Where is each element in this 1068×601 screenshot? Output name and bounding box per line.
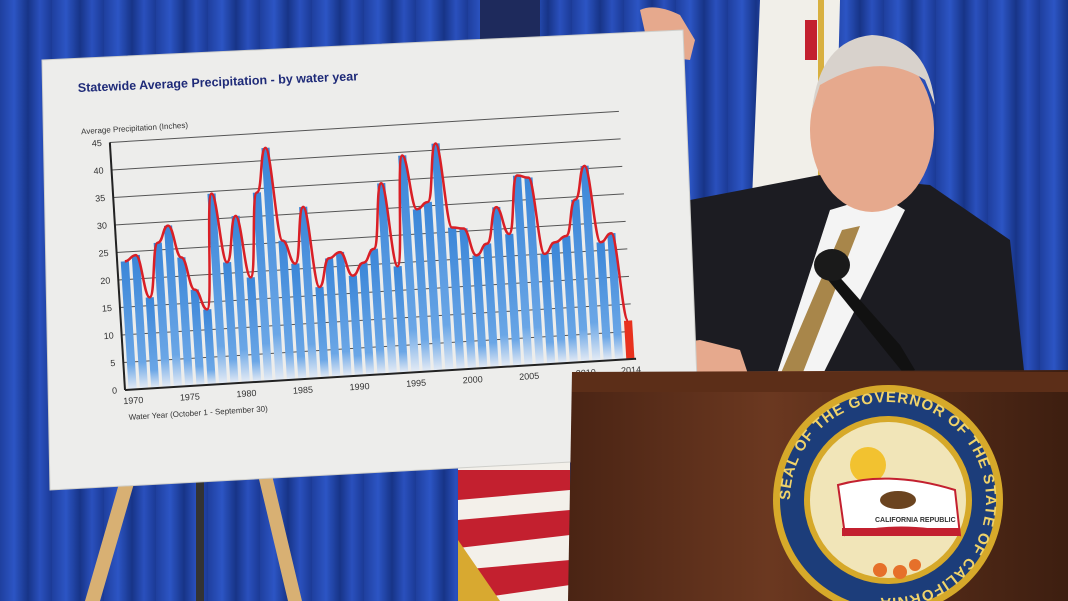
bar-1978 xyxy=(207,193,228,385)
bar-2004 xyxy=(505,233,522,367)
bar-1995 xyxy=(398,155,420,373)
bar-1987 xyxy=(315,286,330,379)
speaker xyxy=(640,7,1025,385)
bar-1981 xyxy=(246,277,262,383)
bar-1971 xyxy=(131,254,149,390)
gridline xyxy=(113,165,623,198)
bar-1986 xyxy=(299,206,318,379)
bar-2006 xyxy=(524,177,544,365)
bar-1989 xyxy=(335,251,352,377)
bar-1980 xyxy=(231,215,250,383)
gridline xyxy=(114,193,624,226)
y-tick-label: 0 xyxy=(112,385,118,395)
bar-1973 xyxy=(153,242,171,388)
gridline xyxy=(111,138,621,171)
bar-2002 xyxy=(483,243,499,368)
bar-1984 xyxy=(278,240,296,381)
bar-2005 xyxy=(512,175,533,366)
y-tick-label: 20 xyxy=(100,275,111,286)
bar-1988 xyxy=(324,258,341,378)
easel xyxy=(85,475,302,601)
bar-2001 xyxy=(472,255,488,369)
bar-1991 xyxy=(359,262,375,376)
bar-2000 xyxy=(459,228,477,370)
bar-2007 xyxy=(540,253,556,365)
x-tick-label: 1975 xyxy=(180,391,201,402)
bar-1994 xyxy=(393,265,409,374)
bar-1975 xyxy=(177,257,194,387)
y-axis xyxy=(108,142,126,391)
gridline xyxy=(109,110,619,143)
x-tick-label: 1980 xyxy=(236,388,257,399)
governor-seal-logo: SEAL OF THE GOVERNOR OF THE STATE OF CAL… xyxy=(773,385,1003,601)
gridline xyxy=(116,220,626,253)
y-tick-label: 10 xyxy=(103,330,114,341)
bar-1970 xyxy=(120,261,137,390)
bar-1983 xyxy=(261,147,284,381)
x-tick-label: 1990 xyxy=(349,381,370,392)
trend-line xyxy=(124,142,630,322)
bar-1996 xyxy=(412,209,431,372)
y-tick-label: 25 xyxy=(98,248,109,259)
bar-1990 xyxy=(348,275,363,376)
bar-1976 xyxy=(190,289,205,386)
bar-1998 xyxy=(431,143,454,371)
chart-board: Statewide Average Precipitation - by wat… xyxy=(41,29,701,491)
y-tick-label: 30 xyxy=(97,220,108,231)
bar-1974 xyxy=(163,225,182,388)
x-tick-label: 1985 xyxy=(293,385,314,396)
bar-1972 xyxy=(145,297,160,389)
x-tick-label: 1995 xyxy=(406,378,427,389)
bar-1997 xyxy=(423,201,443,372)
bar-1999 xyxy=(447,227,465,370)
x-tick-label: 2014 xyxy=(621,364,642,375)
y-tick-label: 40 xyxy=(93,165,104,176)
us-flag xyxy=(458,0,570,601)
bar-1982 xyxy=(252,192,273,382)
x-axis xyxy=(124,357,637,391)
bar-2013 xyxy=(607,233,624,361)
x-tick-label: 2000 xyxy=(462,374,483,385)
svg-text:CALIFORNIA REPUBLIC: CALIFORNIA REPUBLIC xyxy=(875,517,956,524)
bar-2009 xyxy=(562,235,578,363)
bar-2010 xyxy=(571,199,590,363)
bar-2014 xyxy=(623,320,635,360)
bar-1979 xyxy=(222,262,239,384)
bar-2003 xyxy=(492,206,511,367)
bar-1992 xyxy=(369,248,386,375)
bar-1985 xyxy=(291,263,307,380)
x-tick-label: 2005 xyxy=(519,371,540,382)
y-tick-label: 5 xyxy=(110,358,116,368)
y-tick-label: 15 xyxy=(102,303,113,314)
bar-2011 xyxy=(580,165,601,362)
bar-2012 xyxy=(596,241,612,361)
x-tick-label: 1970 xyxy=(123,395,144,406)
bar-1993 xyxy=(377,183,397,374)
bar-2008 xyxy=(551,241,567,364)
y-tick-label: 35 xyxy=(95,193,106,204)
y-tick-label: 45 xyxy=(92,138,103,149)
bar-1977 xyxy=(203,309,216,385)
